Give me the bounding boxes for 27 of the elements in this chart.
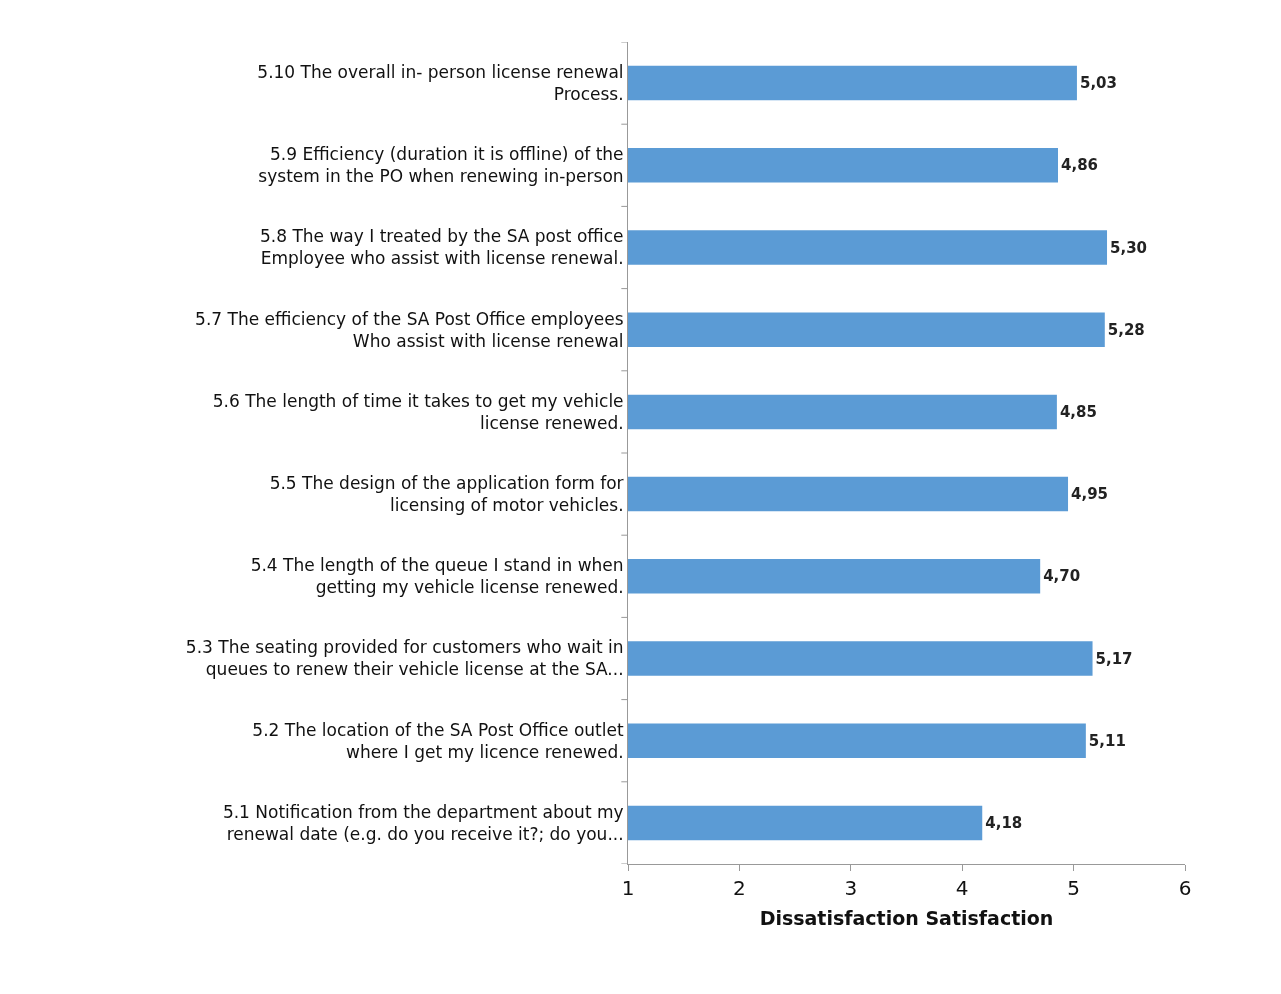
x-tick-label: 1 (621, 876, 635, 900)
y-tick-label: 5.7 The efficiency of the SA Post Office employees Who assist with license renewal (195, 308, 624, 351)
x-tick-label: 4 (955, 876, 969, 900)
y-tick-label: 5.10 The overall in- person license renewal Process. (257, 62, 624, 105)
y-tick-label: 5.6 The length of time it takes to get my vehicle license renewed. (212, 390, 624, 433)
data-label: 5,11 (1088, 731, 1126, 750)
data-label: 5,30 (1110, 238, 1148, 257)
y-tick-label: 5.2 The location of the SA Post Office outlet where I get my licence renewed. (252, 719, 624, 762)
x-axis-title: Dissatisfaction Satisfaction (759, 906, 1054, 929)
x-tick-label: 2 (733, 876, 746, 900)
x-tick-label: 6 (1178, 876, 1192, 900)
x-tick-label: 5 (1067, 876, 1080, 900)
data-label: 5,17 (1095, 649, 1133, 668)
data-label: 4,18 (985, 813, 1023, 832)
data-label: 5,28 (1107, 320, 1145, 339)
y-tick-label: 5.8 The way I treated by the SA post office Employee who assist with license renewal. (259, 226, 624, 269)
y-tick-label: 5.5 The design of the application form for licensing of motor vehicles. (269, 473, 624, 516)
y-tick-label: 5.9 Efficiency (duration it is offline) of the system in the PO when renewing in-person (258, 144, 624, 187)
y-tick-label: 5.3 The seating provided for customers who wait in queues to renew their vehicle license at the SA... (185, 637, 624, 680)
data-label: 5,03 (1079, 74, 1117, 93)
x-tick-label: 3 (844, 876, 858, 900)
data-label: 4,86 (1061, 156, 1099, 175)
data-label: 4,70 (1043, 567, 1081, 586)
y-tick-label: 5.1 Notification from the department about my renewal date (e.g. do you receive it?; do you... (222, 801, 624, 844)
data-label: 4,85 (1059, 402, 1097, 421)
data-label: 4,95 (1071, 485, 1109, 504)
y-tick-label: 5.4 The length of the queue I stand in when getting my vehicle license renewed. (250, 555, 624, 598)
